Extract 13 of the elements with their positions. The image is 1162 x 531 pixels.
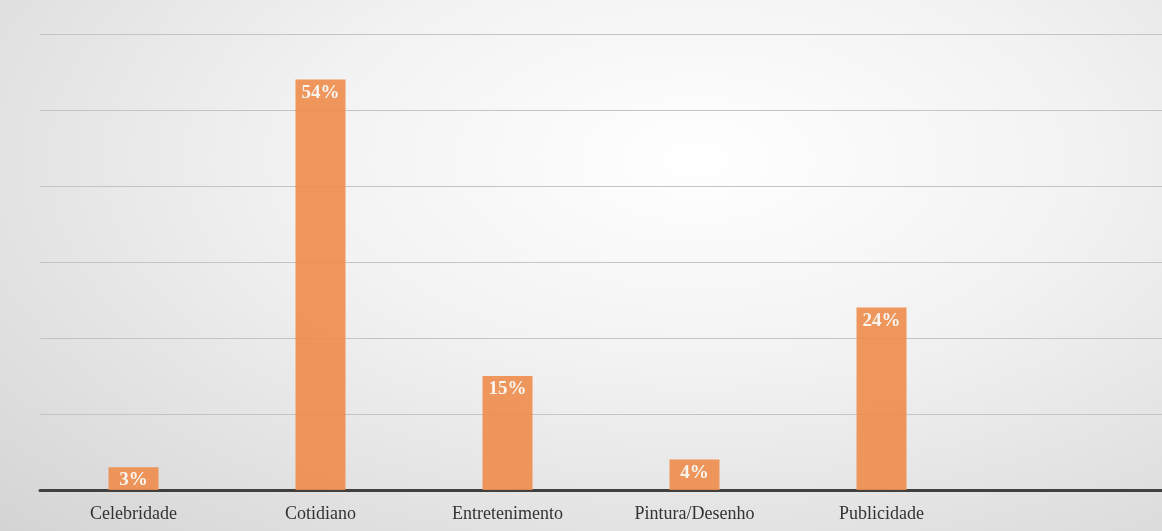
x-tick-label: Celebridade [90, 503, 177, 523]
data-label: 15% [488, 377, 527, 398]
bar [482, 376, 533, 490]
x-tick-label: Entretenimento [452, 503, 563, 523]
bar [295, 79, 346, 490]
data-label: 24% [862, 308, 901, 330]
data-label: 3% [119, 468, 148, 490]
data-label: 4% [680, 460, 709, 482]
x-tick-label: Pintura/Desenho [634, 503, 755, 523]
bar [856, 307, 907, 490]
data-label: 54% [301, 80, 340, 102]
x-tick-label: Cotidiano [285, 503, 356, 523]
x-tick-label: Publicidade [839, 503, 924, 523]
